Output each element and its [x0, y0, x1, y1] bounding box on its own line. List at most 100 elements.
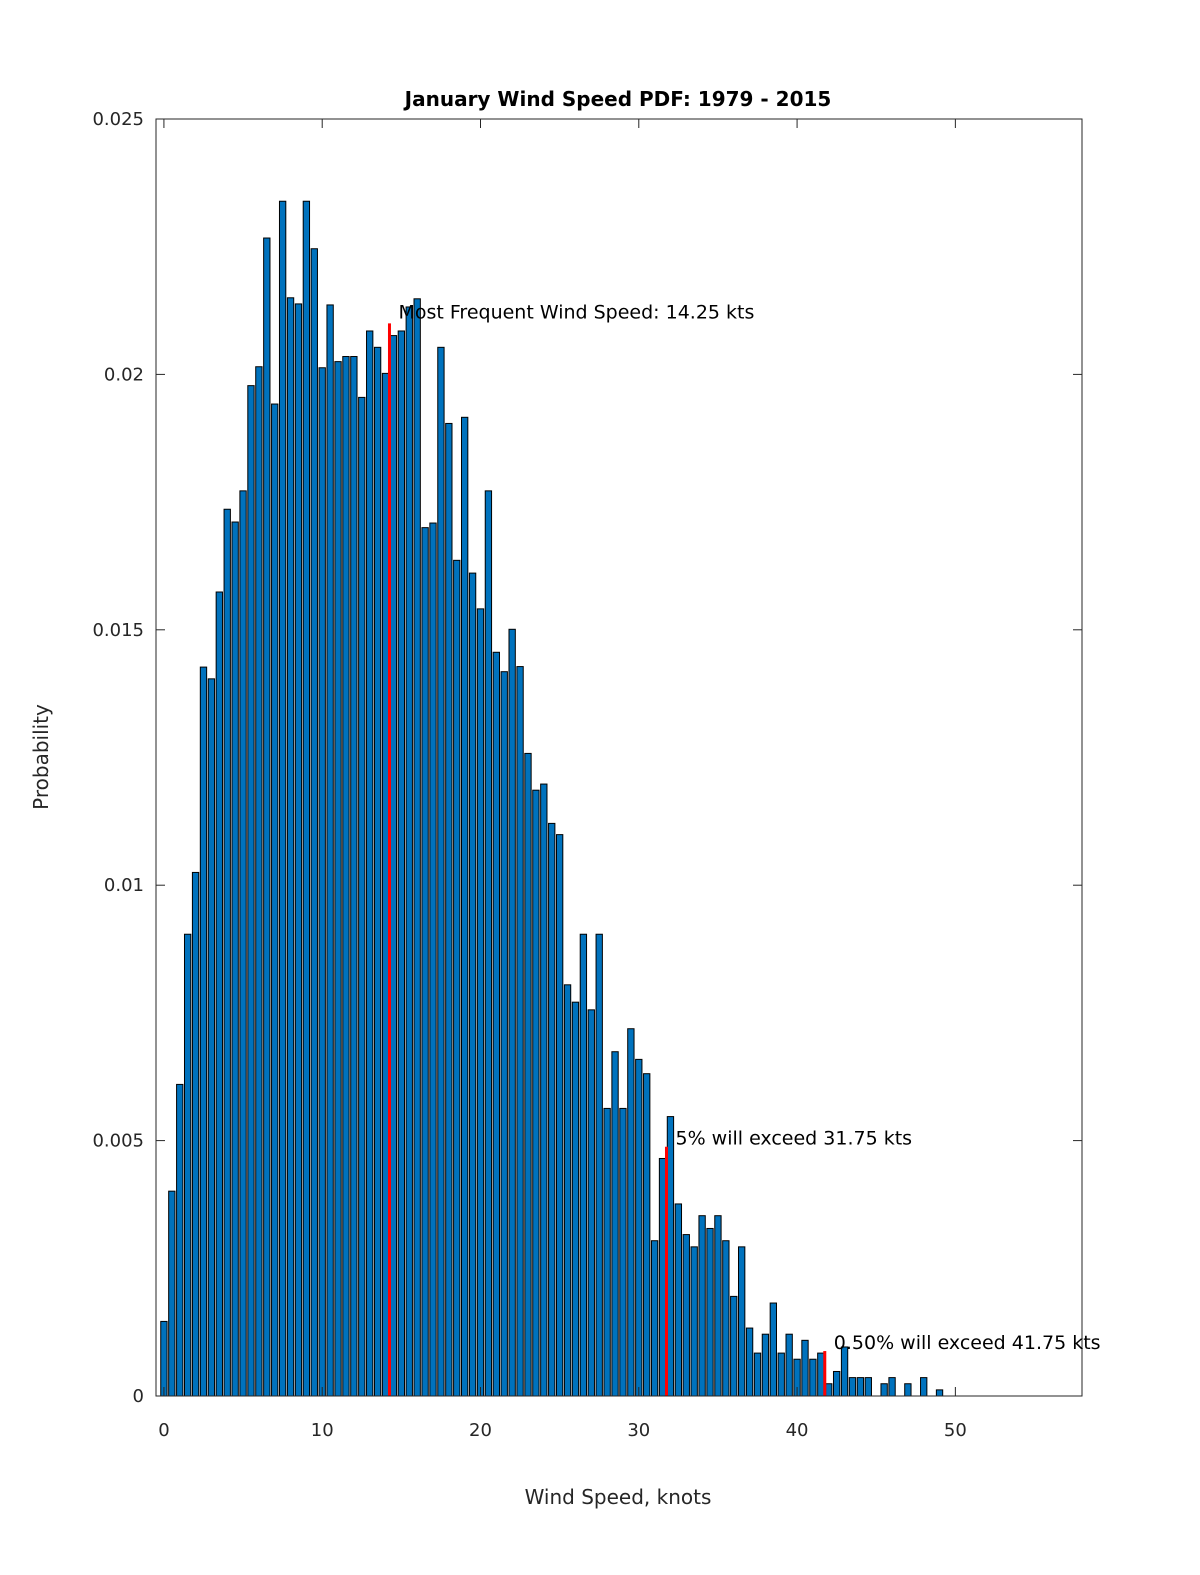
x-tick-label: 40: [786, 1420, 809, 1441]
bar: [587, 1009, 595, 1397]
bar: [785, 1333, 793, 1397]
bar: [753, 1352, 762, 1397]
bar: [429, 522, 437, 1397]
bar: [801, 1339, 809, 1397]
x-tick-label: 20: [469, 1420, 492, 1441]
y-tick-label: 0.025: [92, 109, 144, 130]
bar: [278, 200, 287, 1397]
bar: [524, 752, 532, 1397]
bar: [215, 591, 223, 1397]
bar: [880, 1383, 888, 1397]
bar: [738, 1246, 746, 1397]
bar: [508, 628, 516, 1397]
bar: [183, 933, 192, 1397]
plot-area: [156, 119, 1082, 1396]
bar: [310, 248, 318, 1397]
bar: [492, 651, 500, 1397]
bar: [445, 422, 453, 1397]
bar: [690, 1246, 698, 1397]
bar: [540, 783, 548, 1397]
axes-layer: [155, 118, 1083, 1397]
marker-annotation: Most Frequent Wind Speed: 14.25 kts: [398, 301, 754, 323]
y-tick-label: 0.02: [104, 364, 144, 385]
bar: [777, 1352, 785, 1397]
bar: [358, 396, 366, 1397]
bar: [761, 1333, 770, 1397]
markers-layer: [387, 323, 827, 1396]
y-tick-label: 0: [133, 1386, 144, 1407]
bar: [468, 572, 477, 1397]
bar: [397, 330, 406, 1397]
bar: [500, 671, 508, 1397]
bar: [207, 678, 216, 1397]
bar: [848, 1377, 857, 1397]
bar: [326, 304, 334, 1397]
bar: [666, 1116, 675, 1397]
bar: [856, 1377, 865, 1397]
bar: [302, 200, 311, 1397]
bar: [706, 1227, 714, 1397]
bar: [809, 1358, 817, 1397]
bar: [271, 403, 279, 1397]
bar: [603, 1107, 611, 1397]
bar: [579, 933, 588, 1397]
bar: [935, 1389, 944, 1397]
bar: [263, 237, 271, 1397]
bar: [769, 1302, 777, 1397]
bar: [461, 416, 469, 1397]
bar: [840, 1346, 849, 1397]
x-axis-label: Wind Speed, knots: [525, 1485, 712, 1509]
axes-box: [155, 118, 1083, 1397]
marker-annotation: 5% will exceed 31.75 kts: [675, 1128, 912, 1150]
bar: [421, 527, 429, 1397]
bar: [571, 1001, 580, 1397]
bar: [247, 385, 255, 1397]
bar: [643, 1073, 651, 1397]
y-tick-label: 0.005: [92, 1131, 144, 1152]
bar: [714, 1215, 722, 1397]
bar: [516, 666, 524, 1397]
bar: [286, 297, 295, 1397]
bar: [627, 1028, 635, 1397]
y-tick-label: 0.015: [92, 620, 144, 641]
bar: [484, 490, 493, 1397]
x-tick-label: 10: [311, 1420, 334, 1441]
marker-annotation: 0.50% will exceed 41.75 kts: [834, 1332, 1101, 1354]
bar: [619, 1107, 627, 1397]
bar: [548, 822, 556, 1397]
ticks-layer: 0 10 20 30 40 50 0 0.005 0.01 0.015 0.02 0.025: [92, 109, 1082, 1441]
bar: [453, 559, 461, 1397]
bar: [682, 1234, 690, 1397]
x-tick-label: 0: [158, 1420, 169, 1441]
bar: [920, 1377, 928, 1397]
y-axis-label: Probability: [29, 704, 53, 810]
bar: [476, 608, 485, 1397]
bar: [239, 490, 247, 1397]
bar: [658, 1157, 667, 1397]
annotations-layer: Most Frequent Wind Speed: 14.25 kts 5% wi…: [398, 301, 1100, 1354]
bar: [160, 1320, 168, 1397]
bar: [191, 871, 200, 1397]
bar: [832, 1370, 841, 1397]
bar: [318, 367, 326, 1397]
bar: [294, 303, 303, 1397]
x-tick-label: 30: [627, 1420, 650, 1441]
bar: [888, 1377, 896, 1397]
chart-title: January Wind Speed PDF: 1979 - 2015: [403, 87, 832, 111]
bar: [389, 335, 398, 1397]
bar: [168, 1190, 176, 1397]
bar: [555, 834, 564, 1397]
bar: [381, 372, 390, 1397]
bar: [176, 1083, 184, 1397]
bar: [366, 330, 374, 1397]
x-tick-label: 50: [944, 1420, 967, 1441]
bar: [350, 356, 358, 1397]
bar: [223, 508, 231, 1397]
bar: [532, 789, 540, 1397]
bar: [825, 1383, 833, 1397]
bar: [405, 306, 413, 1397]
y-tick-label: 0.01: [104, 875, 144, 896]
bar: [199, 666, 208, 1397]
bar: [730, 1295, 738, 1397]
